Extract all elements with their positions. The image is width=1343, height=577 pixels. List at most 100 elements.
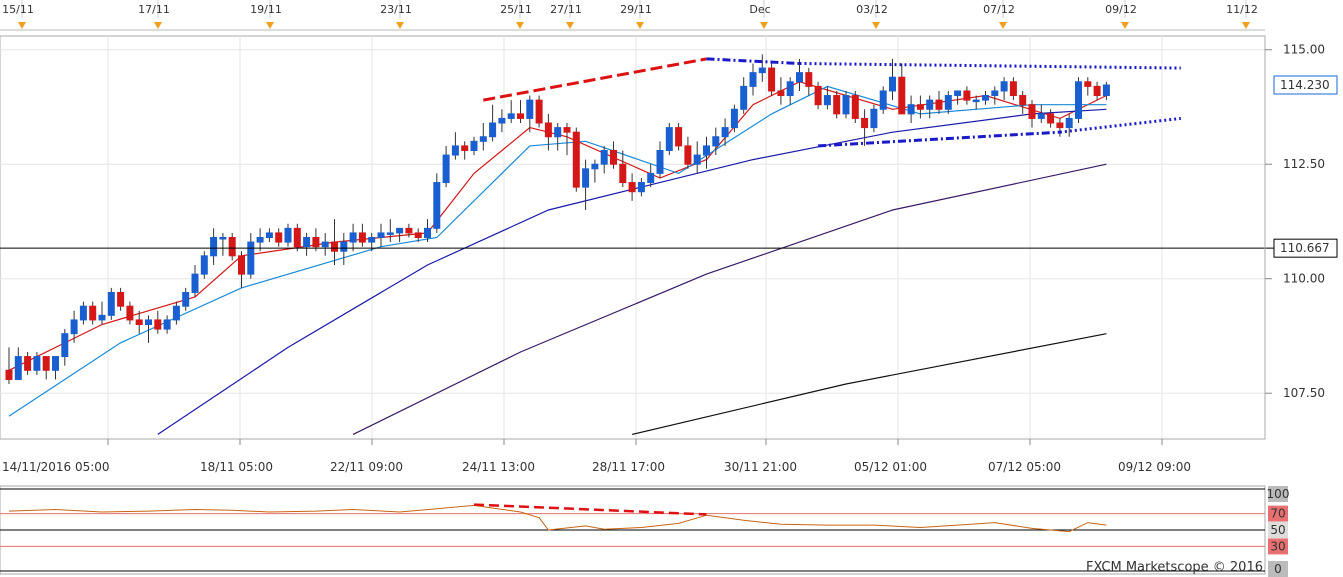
candle xyxy=(768,63,776,96)
top-marker-label: 27/11 xyxy=(550,3,582,16)
candle xyxy=(396,227,404,243)
candle xyxy=(833,90,841,119)
event-marker-icon xyxy=(636,22,644,29)
x-tick-label: 14/11/2016 05:00 xyxy=(2,460,110,474)
trend-line[interactable] xyxy=(483,57,707,102)
top-marker-label: 25/11 xyxy=(500,3,532,16)
rsi-tick-box xyxy=(1268,538,1288,555)
candle xyxy=(963,86,971,105)
candle xyxy=(1047,109,1055,128)
candle xyxy=(256,228,264,252)
y-tick-label: 115.00 xyxy=(1283,43,1325,57)
candle xyxy=(312,228,320,252)
event-marker-icon xyxy=(266,22,274,29)
candle xyxy=(247,232,255,279)
candle xyxy=(582,159,590,211)
candle xyxy=(1075,77,1082,124)
y-tick-label: 107.50 xyxy=(1283,386,1325,400)
candle xyxy=(628,173,636,201)
candle xyxy=(1102,81,1110,101)
candle xyxy=(554,123,562,151)
rsi-tick-label: 0 xyxy=(1274,562,1282,576)
candle xyxy=(1084,77,1092,96)
candle xyxy=(842,90,850,119)
top-marker-label: Dec xyxy=(749,3,770,16)
candle xyxy=(489,104,497,142)
top-marker-label: 19/11 xyxy=(250,3,282,16)
candle xyxy=(331,219,338,265)
candle xyxy=(1065,113,1073,137)
candle xyxy=(535,95,543,128)
rsi-trend-line[interactable] xyxy=(473,503,707,516)
rsi-tick-label: 50 xyxy=(1270,523,1285,537)
candle xyxy=(275,228,283,247)
candle xyxy=(284,223,292,247)
candle xyxy=(14,347,22,380)
candle xyxy=(358,223,366,247)
candle xyxy=(982,90,989,105)
candle xyxy=(405,223,413,238)
candle xyxy=(172,301,180,325)
candle xyxy=(1056,118,1064,137)
top-marker-label: 03/12 xyxy=(856,3,888,16)
candle xyxy=(219,232,227,256)
level-price-label: 110.667 xyxy=(1280,241,1330,255)
candle xyxy=(544,113,552,151)
candle xyxy=(321,232,329,256)
x-tick-label: 30/11 21:00 xyxy=(724,460,797,474)
rsi-tick-box xyxy=(1268,522,1288,538)
candle xyxy=(24,351,32,375)
candle xyxy=(117,287,125,311)
candle xyxy=(265,228,273,243)
candle xyxy=(721,118,729,146)
candle xyxy=(461,141,469,160)
event-marker-icon xyxy=(1121,22,1129,29)
candle xyxy=(340,232,348,265)
candle xyxy=(1037,104,1045,124)
candle xyxy=(386,219,394,243)
candle xyxy=(926,95,934,119)
top-marker-label: 23/11 xyxy=(380,3,412,16)
candle xyxy=(238,251,245,288)
candle xyxy=(33,351,41,375)
candle xyxy=(730,104,738,133)
candle xyxy=(303,232,311,256)
candle xyxy=(675,123,683,151)
candle xyxy=(1093,81,1101,101)
top-timeline: 15/11 17/11 19/11 23/11 25/11 27/11 29/11 Dec 03… xyxy=(0,0,1265,31)
top-marker-label: 29/11 xyxy=(620,3,652,16)
candle xyxy=(916,95,924,119)
candle xyxy=(163,315,171,334)
candle xyxy=(619,150,627,188)
x-tick-label: 05/12 01:00 xyxy=(854,460,927,474)
candle xyxy=(451,132,459,160)
candle xyxy=(154,310,162,334)
candle xyxy=(898,63,906,115)
candle xyxy=(991,86,999,105)
moving-average-line xyxy=(631,333,1107,435)
candle xyxy=(470,136,478,156)
candle xyxy=(126,301,134,325)
rsi-tick-label: 30 xyxy=(1270,539,1285,553)
candle xyxy=(823,86,831,110)
candle xyxy=(145,315,152,343)
event-marker-icon xyxy=(516,22,524,29)
rsi-tick-box xyxy=(1268,486,1288,502)
candle xyxy=(182,287,190,311)
candle xyxy=(665,123,673,156)
candle xyxy=(572,127,580,192)
last-price-label: 114.230 xyxy=(1280,78,1330,92)
candle xyxy=(703,136,710,169)
candle xyxy=(610,141,617,169)
rsi-tick-box xyxy=(1268,505,1288,522)
candle xyxy=(944,90,952,114)
candle xyxy=(293,223,301,252)
price-axis: 107.50 110.00 112.50 115.00 114.230 110.667 xyxy=(1264,36,1338,439)
top-marker-label: 17/11 xyxy=(138,3,170,16)
candle xyxy=(647,164,655,188)
trend-line[interactable] xyxy=(799,61,1181,70)
candle xyxy=(600,145,608,174)
candle xyxy=(1019,90,1027,114)
trend-line[interactable] xyxy=(1059,116,1181,134)
candle xyxy=(414,228,422,243)
